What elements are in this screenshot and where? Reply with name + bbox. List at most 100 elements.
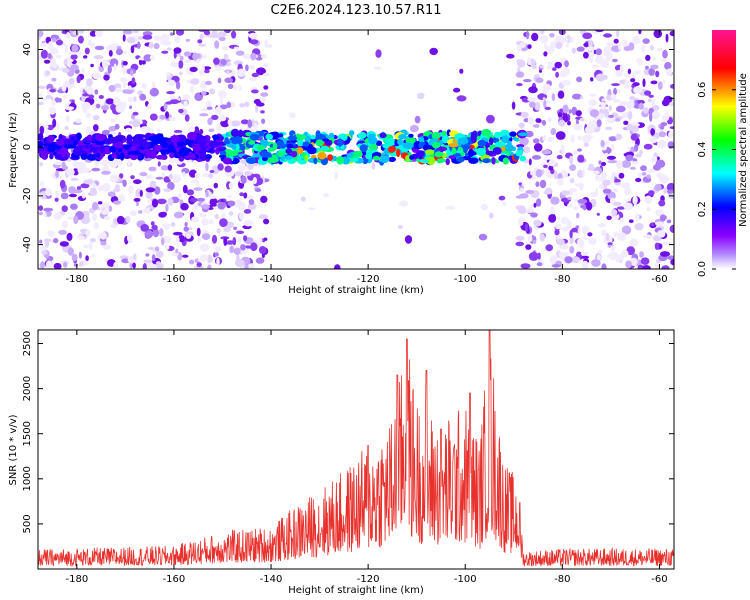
- noise-blob: [240, 244, 246, 251]
- noise-blob: [93, 55, 104, 60]
- noise-blob: [209, 194, 216, 199]
- signal-blob: [265, 133, 274, 140]
- signal-blob: [190, 154, 196, 160]
- noise-blob: [611, 143, 614, 152]
- noise-blob: [601, 229, 607, 237]
- noise-blob: [223, 30, 232, 34]
- noise-blob: [45, 260, 53, 269]
- noise-blob: [228, 211, 234, 216]
- noise-blob: [654, 221, 665, 226]
- noise-blob: [53, 238, 59, 244]
- signal-blob: [405, 136, 416, 144]
- noise-blob: [658, 199, 666, 207]
- noise-blob: [537, 252, 541, 260]
- noise-blob: [606, 215, 612, 220]
- signal-blob: [353, 151, 363, 158]
- signal-blob: [516, 144, 525, 148]
- noise-blob: [54, 97, 60, 103]
- noise-blob: [209, 88, 216, 95]
- noise-blob: [233, 60, 244, 65]
- noise-blob: [670, 258, 674, 266]
- noise-blob: [658, 131, 667, 138]
- noise-blob: [55, 170, 59, 179]
- noise-blob: [258, 214, 269, 220]
- noise-blob: [535, 77, 544, 83]
- spectrogram-panel: -180 -160 -140 -120 -100 -80 -60 -40 -20 0 20 40 H…: [8, 29, 675, 296]
- noise-blob: [582, 236, 588, 240]
- noise-blob: [135, 201, 139, 207]
- noise-blob: [225, 221, 235, 229]
- noise-blob: [178, 71, 183, 76]
- signal-blob: [424, 149, 435, 155]
- noise-blob: [516, 83, 523, 87]
- noise-blob: [101, 170, 111, 175]
- noise-blob: [206, 106, 213, 110]
- noise-blob: [605, 232, 610, 241]
- noise-blob: [527, 116, 535, 125]
- noise-blob: [531, 155, 542, 160]
- noise-blob: [549, 33, 555, 38]
- noise-blob: [154, 186, 161, 195]
- signal-blob: [315, 139, 324, 147]
- noise-blob: [588, 237, 597, 245]
- noise-blob: [166, 47, 172, 51]
- signal-blob: [238, 129, 244, 138]
- noise-blob: [532, 239, 537, 244]
- noise-blob: [506, 53, 515, 59]
- noise-blob: [153, 43, 160, 50]
- noise-blob: [598, 250, 603, 255]
- noise-blob: [59, 241, 69, 247]
- noise-blob: [254, 188, 262, 192]
- noise-blob: [199, 128, 204, 135]
- noise-blob: [613, 87, 617, 96]
- signal-blob: [138, 138, 148, 143]
- noise-blob: [185, 38, 190, 42]
- noise-blob: [618, 42, 622, 51]
- noise-blob: [627, 110, 633, 120]
- noise-blob: [610, 175, 615, 184]
- x-tick-label: -140: [260, 574, 283, 585]
- noise-blob: [629, 96, 636, 101]
- noise-blob: [589, 191, 599, 197]
- noise-blob: [642, 107, 649, 114]
- noise-blob: [567, 202, 573, 208]
- noise-blob: [237, 201, 246, 211]
- noise-blob: [189, 66, 198, 72]
- noise-blob: [64, 125, 69, 131]
- noise-blob: [515, 235, 525, 241]
- noise-blob: [646, 207, 651, 212]
- signal-blob: [99, 144, 106, 154]
- noise-blob: [596, 119, 602, 127]
- colorbar-tick-label: 0.2: [697, 201, 708, 217]
- noise-blob: [155, 176, 164, 180]
- noise-blob: [38, 101, 44, 106]
- noise-blob: [652, 164, 662, 171]
- noise-blob: [667, 141, 674, 149]
- noise-blob: [632, 195, 638, 205]
- noise-blob: [184, 114, 190, 122]
- noise-blob: [410, 124, 419, 133]
- signal-blob: [296, 139, 305, 147]
- noise-blob: [100, 159, 110, 166]
- noise-blob: [602, 188, 612, 194]
- noise-blob: [185, 233, 192, 239]
- noise-blob: [537, 30, 541, 36]
- noise-blob: [557, 178, 564, 186]
- noise-blob: [600, 161, 607, 167]
- signal-blob: [161, 141, 168, 149]
- noise-blob: [580, 252, 589, 256]
- noise-blob: [107, 64, 112, 74]
- noise-blob: [629, 166, 636, 170]
- noise-blob: [198, 43, 207, 47]
- noise-blob: [182, 254, 189, 258]
- signal-blob: [38, 141, 43, 145]
- noise-blob: [519, 42, 526, 48]
- noise-blob: [219, 96, 224, 106]
- y-tick-label: -20: [22, 188, 33, 204]
- noise-blob: [606, 155, 617, 160]
- noise-blob: [593, 170, 600, 175]
- noise-blob: [543, 164, 548, 169]
- noise-blob: [91, 213, 98, 222]
- y-tick-label: -40: [22, 236, 33, 252]
- signal-blob: [205, 154, 212, 160]
